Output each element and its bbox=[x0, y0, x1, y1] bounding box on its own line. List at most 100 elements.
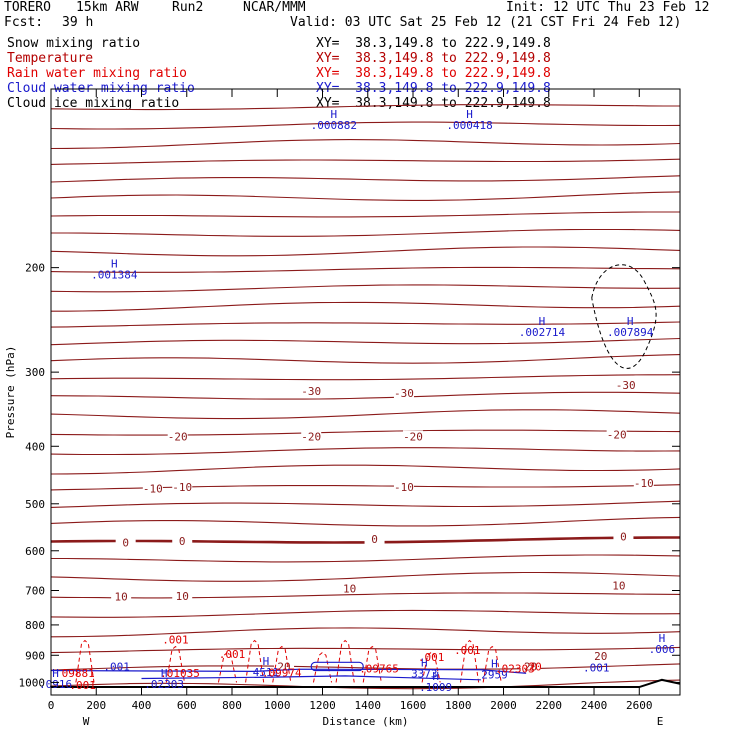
legend-xy: XY= 38.3,149.8 to 222.9,149.8 bbox=[316, 96, 551, 111]
rain-label: .09765 bbox=[359, 662, 399, 675]
high-marker: H bbox=[331, 108, 338, 121]
rain-label: 20 bbox=[529, 661, 542, 674]
high-value: .1009 bbox=[419, 681, 452, 694]
rain-contour bbox=[217, 651, 238, 683]
isotherm-line bbox=[50, 175, 681, 183]
terrain-line bbox=[51, 678, 681, 689]
resolution: 15km ARW bbox=[76, 0, 139, 15]
high-marker: H bbox=[627, 315, 634, 328]
organization: NCAR/MMM bbox=[243, 0, 306, 15]
cloud-water-contour bbox=[50, 668, 527, 674]
rain-contour bbox=[75, 639, 95, 683]
isotherm-label-bg bbox=[172, 534, 193, 546]
isotherm-label-bg bbox=[172, 480, 193, 492]
isotherm-label: -10 bbox=[394, 481, 414, 494]
rain-contour bbox=[460, 639, 480, 683]
isotherm-line bbox=[50, 266, 681, 273]
isotherm-line bbox=[50, 500, 681, 508]
rain-contour bbox=[335, 639, 355, 683]
rain-label: .02303 bbox=[495, 662, 535, 675]
isotherm-line bbox=[50, 284, 681, 293]
isotherm-label-bg bbox=[111, 590, 132, 602]
isotherm-line bbox=[50, 516, 681, 527]
high-value: 3373 bbox=[411, 667, 438, 680]
x-tick-label: 1800 bbox=[445, 699, 472, 712]
isotherm-line bbox=[50, 571, 681, 582]
y-tick-label: 900 bbox=[25, 649, 45, 662]
rain-contour bbox=[272, 645, 292, 683]
rain-label: .01035 bbox=[160, 667, 200, 680]
isotherm-label-bg bbox=[364, 533, 385, 545]
isotherm-label: -20 bbox=[403, 430, 423, 443]
isotherm-line bbox=[50, 246, 681, 257]
high-value: .000882 bbox=[311, 119, 357, 132]
y-axis-title: Pressure (hPa) bbox=[4, 346, 17, 439]
isotherm-label: 0 bbox=[122, 536, 129, 549]
cloud-water-label: .001 bbox=[103, 661, 130, 674]
isotherm-label-bg bbox=[606, 428, 627, 440]
legend-label: Rain water mixing ratio bbox=[7, 66, 188, 81]
x-tick-label: 2600 bbox=[626, 699, 653, 712]
x-tick-label: 1200 bbox=[309, 699, 336, 712]
isotherm-line bbox=[50, 211, 680, 218]
y-tick-label: 500 bbox=[25, 498, 45, 511]
forecast-hour: 39 h bbox=[62, 15, 94, 30]
isotherm-line bbox=[50, 158, 681, 165]
isotherm-label: 0 bbox=[371, 533, 378, 546]
rain-label: .001 bbox=[69, 679, 96, 692]
x-tick-label: 1000 bbox=[264, 699, 291, 712]
isotherm-line bbox=[50, 391, 681, 400]
rain-label: 09881 bbox=[62, 667, 95, 680]
legend-label: Cloud ice mixing ratio bbox=[7, 96, 180, 111]
isotherm-label-bg bbox=[393, 387, 414, 399]
isotherm-line bbox=[50, 609, 681, 618]
rain-contour bbox=[482, 645, 502, 683]
isotherm-label: -20 bbox=[168, 430, 188, 443]
high-value: .000418 bbox=[446, 119, 492, 132]
x-tick-label: 200 bbox=[86, 699, 106, 712]
rain-label: .001 bbox=[219, 648, 246, 661]
rain-label: .001 bbox=[162, 634, 189, 647]
isotherm-label-bg bbox=[590, 650, 611, 662]
isotherm-label: -30 bbox=[394, 387, 414, 400]
isotherm-label-bg bbox=[274, 660, 295, 672]
isotherm-line bbox=[50, 354, 681, 364]
isotherm-line bbox=[50, 104, 680, 111]
isotherm-label-bg bbox=[633, 477, 654, 489]
high-value: .0916 bbox=[39, 678, 72, 691]
isotherm-line bbox=[50, 627, 681, 638]
legend-label: Temperature bbox=[7, 51, 94, 66]
isotherm-line bbox=[50, 679, 681, 690]
plot-frame bbox=[50, 88, 681, 696]
isotherm-label: 20 bbox=[524, 660, 537, 673]
high-marker: H bbox=[52, 667, 59, 680]
valid-time: Valid: 03 UTC Sat 25 Feb 12 (21 CST Fri … bbox=[290, 15, 682, 30]
isotherm-line bbox=[50, 121, 681, 130]
isotherm-label: 0 bbox=[179, 535, 186, 548]
isotherm-label-bg bbox=[393, 480, 414, 492]
rain-contour bbox=[362, 645, 382, 683]
isotherm-label: -20 bbox=[607, 428, 627, 441]
rain-label: .001 bbox=[454, 644, 481, 657]
y-tick-label: 200 bbox=[25, 262, 45, 275]
y-tick-label: 400 bbox=[25, 440, 45, 453]
isotherm-line bbox=[50, 409, 681, 420]
y-tick-label: 300 bbox=[25, 366, 45, 379]
isotherm-label: -30 bbox=[616, 379, 636, 392]
cloud-water-contour bbox=[141, 675, 481, 681]
isotherm-line bbox=[50, 191, 681, 201]
isotherm-line bbox=[50, 337, 681, 346]
init-time: Init: 12 UTC Thu 23 Feb 12 bbox=[506, 0, 710, 15]
high-marker: H bbox=[263, 655, 270, 668]
isotherm-label-bg bbox=[339, 582, 360, 594]
isotherm-label-bg bbox=[301, 384, 322, 396]
isotherm-label-bg bbox=[520, 660, 541, 672]
isotherm-line bbox=[50, 429, 681, 436]
cloud-ice-contour bbox=[591, 264, 657, 369]
x-tick-label: 600 bbox=[177, 699, 197, 712]
high-marker: H bbox=[659, 632, 666, 645]
isotherm-line bbox=[50, 646, 681, 654]
y-tick-label: 1000 bbox=[19, 676, 46, 689]
x-axis-title: Distance (km) bbox=[322, 715, 408, 728]
